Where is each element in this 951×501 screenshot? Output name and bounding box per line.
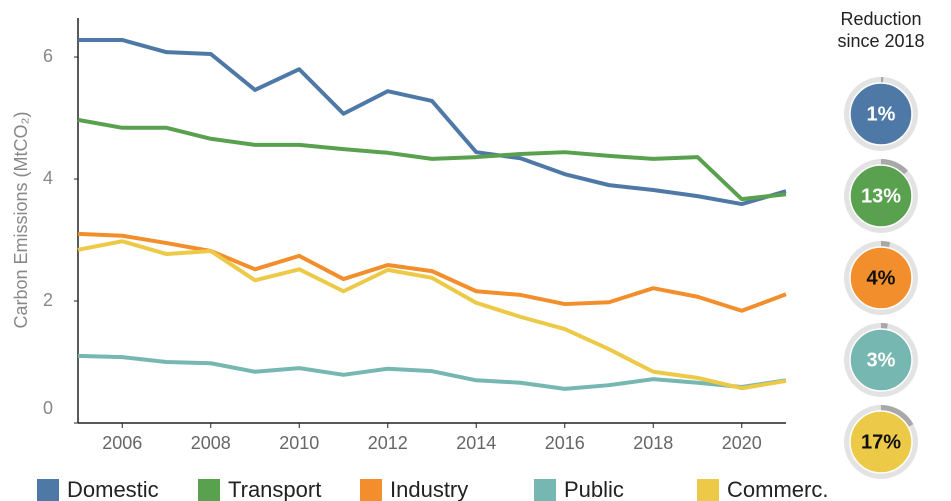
donut-core — [849, 246, 913, 310]
legend-swatch — [37, 479, 59, 501]
legend-swatch — [534, 479, 556, 501]
x-tick-label: 2014 — [456, 433, 496, 453]
legend-label: Commerc. — [727, 477, 828, 501]
legend-label: Industry — [390, 477, 468, 501]
series-line — [77, 239, 787, 391]
donut-label: 13% — [861, 185, 901, 207]
y-tick-label: 4 — [43, 168, 53, 188]
donut-core — [849, 328, 913, 392]
series-line — [77, 117, 787, 202]
series-line — [77, 231, 787, 313]
donut-label: 3% — [867, 349, 896, 371]
y-tick-label: 2 — [43, 290, 53, 310]
donut-label: 1% — [867, 103, 896, 125]
series-line — [77, 353, 787, 391]
donut-label: 17% — [861, 431, 901, 453]
x-tick-label: 2016 — [545, 433, 585, 453]
x-tick-label: 2008 — [191, 433, 231, 453]
y-tick-label: 6 — [43, 46, 53, 66]
donut-label: 4% — [867, 267, 896, 289]
legend-swatch — [697, 479, 719, 501]
legend-label: Domestic — [67, 477, 159, 501]
x-tick-label: 2018 — [633, 433, 673, 453]
reduction-title: Reduction since 2018 — [837, 9, 925, 51]
y-axis-label: Carbon Emissions (MtCO₂) — [11, 111, 31, 328]
legend-label: Transport — [228, 477, 321, 501]
x-tick-label: 2020 — [722, 433, 762, 453]
donut-core — [849, 410, 913, 474]
x-tick-label: 2010 — [279, 433, 319, 453]
legend-label: Public — [564, 477, 624, 501]
x-tick-label: 2012 — [368, 433, 408, 453]
legend-swatch — [360, 479, 382, 501]
x-tick-label: 2006 — [102, 433, 142, 453]
legend-swatch — [198, 479, 220, 501]
y-tick-label: 0 — [43, 398, 53, 418]
donut-core — [849, 82, 913, 146]
series-line — [78, 37, 787, 207]
donut-core — [849, 164, 913, 228]
